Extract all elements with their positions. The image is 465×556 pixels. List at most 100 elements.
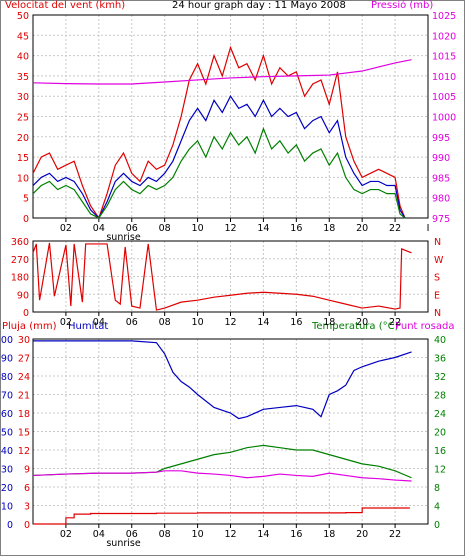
humidity-ytick-label: 50: [1, 428, 13, 439]
wind-panel-series-green: [32, 126, 406, 219]
rain-ytick-label: 24: [18, 372, 30, 383]
humidity-panel-xtick-label: 02: [60, 529, 72, 540]
wind-panel-xtick-label: 18: [323, 223, 335, 234]
direction-panel-xtick-label: 10: [192, 317, 204, 328]
chart-title: 24 hour graph day : 11 Mayo 2008: [172, 0, 346, 11]
pressure-ytick-label: 1020: [432, 31, 456, 42]
wind-ytick-label: 50: [17, 11, 29, 22]
humidity-panel-xtick-label: 14: [257, 529, 269, 540]
temperature-ytick-label: 12: [434, 465, 446, 476]
humidity-ytick-label: 100: [0, 335, 13, 346]
compass-letter: W: [434, 255, 444, 266]
direction-panel-xtick-label: 20: [356, 317, 368, 328]
direction-panel-xtick-label: 14: [257, 317, 269, 328]
wind-panel-xtick-label: 22: [389, 223, 401, 234]
humidity-ytick-label: 40: [1, 446, 13, 457]
humidity-ytick-label: 30: [1, 465, 13, 476]
rain-ytick-label: 3: [24, 502, 30, 513]
direction-panel-xtick-label: 16: [290, 317, 302, 328]
wind-ytick-label: 10: [17, 173, 29, 184]
sunrise-label: sunrise: [106, 232, 140, 243]
compass-letter: E: [434, 290, 440, 301]
direction-panel-xtick-label: 02: [60, 317, 72, 328]
pressure-ytick-label: 995: [432, 133, 450, 144]
wind-panel-xtick-label: 02: [60, 223, 72, 234]
dewpoint-label: Punt rosada: [395, 321, 455, 332]
humidity-panel-xtick-label: 12: [224, 529, 236, 540]
direction-ytick-label: 0: [23, 308, 29, 319]
series-red: [33, 507, 410, 525]
pressure-ytick-label: 1010: [432, 72, 456, 83]
wind-panel-xtick-label: 04: [93, 223, 105, 234]
temperature-ytick-label: 36: [434, 354, 446, 365]
pressure-ytick-label: 980: [432, 194, 450, 205]
rain-ytick-label: 27: [18, 354, 30, 365]
direction-panel-xtick-label: 18: [323, 317, 335, 328]
pressure-ytick-label: 975: [432, 214, 450, 225]
pressure-ytick-label: 1000: [432, 113, 456, 124]
direction-panel-xtick-label: 08: [159, 317, 171, 328]
humidity-panel-xtick-label: 16: [290, 529, 302, 540]
rain-ytick-label: 12: [18, 446, 30, 457]
temperature-ytick-label: 8: [434, 483, 440, 494]
direction-ytick-label: 360: [11, 237, 29, 248]
wind-panel-xtick-label: 12: [224, 223, 236, 234]
wind-ytick-label: 30: [17, 92, 29, 103]
wind-panel-xtick-label: 08: [159, 223, 171, 234]
humidity-panel-xtick-label: 06: [126, 529, 138, 540]
pressure-ytick-label: 1025: [432, 11, 456, 22]
wind-direction-series: [32, 242, 412, 311]
compass-letter: N: [434, 237, 441, 248]
temperature-ytick-label: 20: [434, 428, 446, 439]
wind-ytick-label: 25: [17, 113, 29, 124]
pressure-ytick-label: 1005: [432, 92, 456, 103]
humidity-panel-xtick-label: 22: [389, 529, 401, 540]
wind-panel-xtick-label: 10: [192, 223, 204, 234]
humidity-ytick-label: 60: [1, 409, 13, 420]
wind-ytick-label: 0: [23, 214, 29, 225]
wind-ytick-label: 40: [17, 52, 29, 63]
wind-ytick-label: 45: [17, 31, 29, 42]
wind-panel-xtick-label: 20: [356, 223, 368, 234]
direction-ytick-label: 180: [11, 273, 29, 284]
temperature-ytick-label: 32: [434, 372, 446, 383]
temperature-ytick-label: 40: [434, 335, 446, 346]
pressure-label: Pressió (mb): [371, 0, 434, 11]
wind-ytick-label: 20: [17, 133, 29, 144]
humidity-ytick-label: 0: [7, 520, 13, 531]
wind-ytick-label: 5: [23, 194, 29, 205]
wind-panel-series-blue: [32, 95, 406, 220]
wind-panel-end-label: I: [427, 223, 430, 234]
temperature-ytick-label: 0: [434, 520, 440, 531]
rain-ytick-label: 21: [18, 391, 30, 402]
temperature-ytick-label: 24: [434, 409, 446, 420]
humidity-label: Humitat: [68, 321, 109, 332]
temperature-ytick-label: 28: [434, 391, 446, 402]
humidity-ytick-label: 70: [1, 391, 13, 402]
wind-panel-series-red: [32, 45, 406, 220]
rain-ytick-label: 0: [24, 520, 30, 531]
compass-letter: S: [434, 273, 440, 284]
humidity-ytick-label: 80: [1, 372, 13, 383]
pressure-ytick-label: 985: [432, 173, 450, 184]
rain-label: Pluja (mm): [2, 321, 57, 332]
wind-ytick-label: 15: [17, 153, 29, 164]
wind-speed-label: Velocitat del vent (kmh): [5, 0, 126, 11]
rain-ytick-label: 15: [18, 428, 30, 439]
rain-ytick-label: 6: [24, 483, 30, 494]
direction-ytick-label: 90: [17, 290, 29, 301]
wind-panel-xtick-label: 14: [257, 223, 269, 234]
rain-ytick-label: 18: [18, 409, 30, 420]
pressure-ytick-label: 990: [432, 153, 450, 164]
rain-ytick-label: 9: [24, 465, 30, 476]
direction-panel-xtick-label: 12: [224, 317, 236, 328]
humidity-ytick-label: 90: [1, 354, 13, 365]
direction-panel-xtick-label: 22: [389, 317, 401, 328]
temperature-label: Temperatura (°C): [312, 321, 399, 332]
humidity-panel-xtick-label: 20: [356, 529, 368, 540]
humidity-panel-xtick-label: 10: [192, 529, 204, 540]
humidity-panel-xtick-label: 08: [159, 529, 171, 540]
humidity-panel-xtick-label: 04: [93, 529, 105, 540]
series-magenta: [32, 470, 412, 482]
